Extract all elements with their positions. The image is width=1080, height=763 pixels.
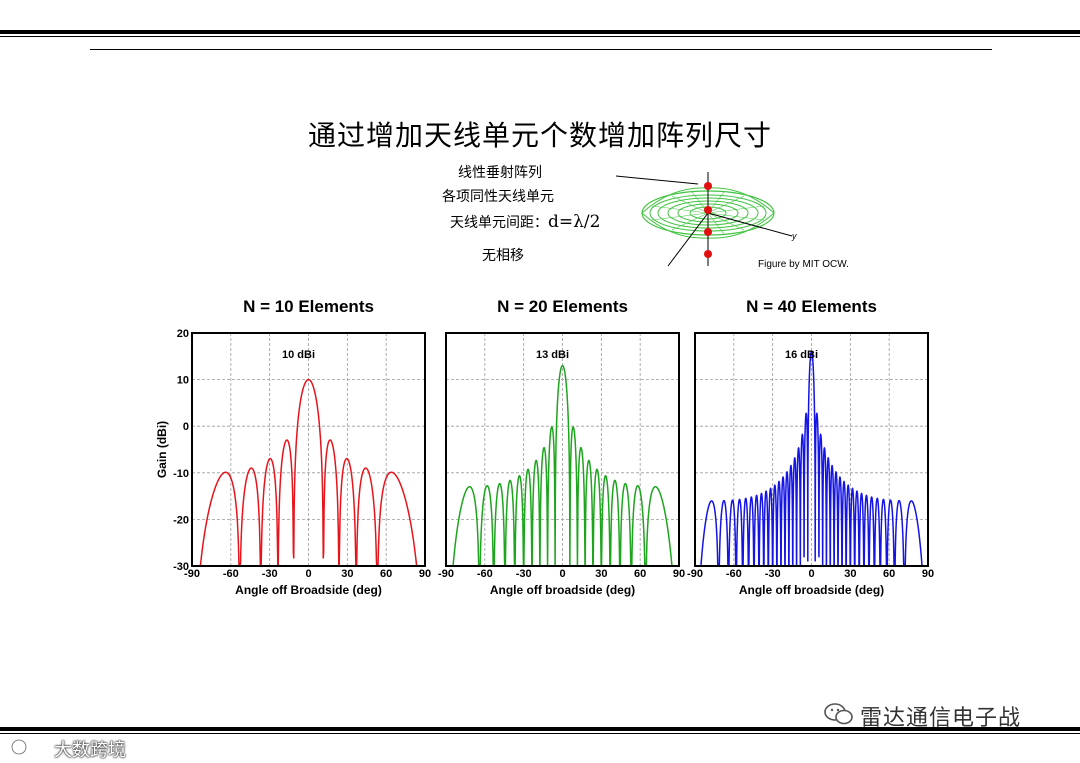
x-tick-label: 90 <box>922 568 934 580</box>
array-element <box>704 206 712 214</box>
array-element <box>704 250 712 258</box>
x-tick-label: -90 <box>687 568 703 580</box>
x-tick-label: 90 <box>673 568 685 580</box>
x-tick-label: -30 <box>262 568 278 580</box>
spacing-formula: d=λ/2 <box>548 212 601 232</box>
x-tick-label: -60 <box>223 568 239 580</box>
panel-title: N = 20 Elements <box>497 297 628 316</box>
panel-title: N = 40 Elements <box>746 297 877 316</box>
x-tick-label: 0 <box>559 568 565 580</box>
plot-frame <box>694 332 929 567</box>
desc-element-type: 各项同性天线单元 <box>442 189 554 205</box>
x-tick-label: -90 <box>438 568 454 580</box>
panel-title: N = 10 Elements <box>243 297 374 316</box>
chart-panel-40: N = 40 Elements 16 dBi -90 -60 -30 0 30 60 90 Ang… <box>687 297 934 597</box>
peak-gain-label: 16 dBi <box>785 349 818 361</box>
x-tick-label: 90 <box>419 568 431 580</box>
wechat-icon <box>824 703 853 725</box>
plot-frame <box>191 332 426 567</box>
chart-panel-10: N = 10 Elements 10 dBi -90 -60 -30 0 30 60 90 20 1… <box>155 297 431 597</box>
chart-panel-20: N = 20 Elements 13 dBi -90 -60 -30 0 30 60 90 Ang… <box>438 297 685 597</box>
account-watermark: 雷达通信电子战 <box>860 706 1022 731</box>
x-tick-label: 0 <box>305 568 311 580</box>
pointer-line <box>615 175 699 185</box>
x-tick-label: -30 <box>516 568 532 580</box>
x-tick-label: 60 <box>634 568 646 580</box>
array-element <box>704 228 712 236</box>
x-axis-title: Angle off Broadside (deg) <box>235 583 382 597</box>
desc-spacing-label: 天线单元间距： <box>450 215 548 231</box>
x-tick-label: 30 <box>341 568 353 580</box>
brand-watermark: 大数跨境 <box>54 740 126 761</box>
y-axis <box>707 212 793 237</box>
x-tick-label: -60 <box>726 568 742 580</box>
gain-pattern-series <box>446 364 679 567</box>
x-tick-label: -60 <box>477 568 493 580</box>
bottom-border-thin <box>0 733 1080 734</box>
figure-credit: Figure by MIT OCW. <box>758 259 849 270</box>
gain-pattern-series <box>192 378 425 567</box>
x-tick-label: 60 <box>883 568 895 580</box>
x-axis-title: Angle off broadside (deg) <box>739 583 884 597</box>
x-tick-label: 60 <box>380 568 392 580</box>
x-axis-title: Angle off broadside (deg) <box>490 583 635 597</box>
plot-frame <box>445 332 680 567</box>
desc-phase: 无相移 <box>482 248 524 264</box>
peak-gain-label: 10 dBi <box>282 349 315 361</box>
x-tick-label: -90 <box>184 568 200 580</box>
y-tick-label: 0 <box>183 421 189 433</box>
array-pattern-illustration: y <box>615 172 797 267</box>
y-tick-label: -10 <box>173 468 189 480</box>
x-tick-label: -30 <box>765 568 781 580</box>
x-tick-label: 0 <box>808 568 814 580</box>
x-tick-label: 30 <box>844 568 856 580</box>
slide-title: 通过增加天线单元个数增加阵列尺寸 <box>307 119 772 152</box>
array-element <box>704 182 712 190</box>
x-tick-label: 30 <box>595 568 607 580</box>
x-axis <box>667 212 709 267</box>
y-axis-title: Gain (dBi) <box>155 421 169 478</box>
desc-array-type: 线性垂射阵列 <box>458 165 542 181</box>
y-tick-label: -30 <box>173 561 189 573</box>
peak-gain-label: 13 dBi <box>536 349 569 361</box>
y-tick-label: 20 <box>177 328 189 340</box>
top-rule <box>90 49 992 50</box>
bottom-border-thick <box>0 727 1080 731</box>
desc-spacing: 天线单元间距：d=λ/2 <box>450 212 600 232</box>
top-border-thin <box>0 36 1080 37</box>
y-tick-label: 10 <box>177 375 189 387</box>
gain-pattern-series <box>695 350 928 567</box>
y-axis-label: y <box>791 231 797 241</box>
brand-logo-icon <box>10 738 50 756</box>
y-tick-label: -20 <box>173 514 189 526</box>
top-border-thick <box>0 30 1080 34</box>
